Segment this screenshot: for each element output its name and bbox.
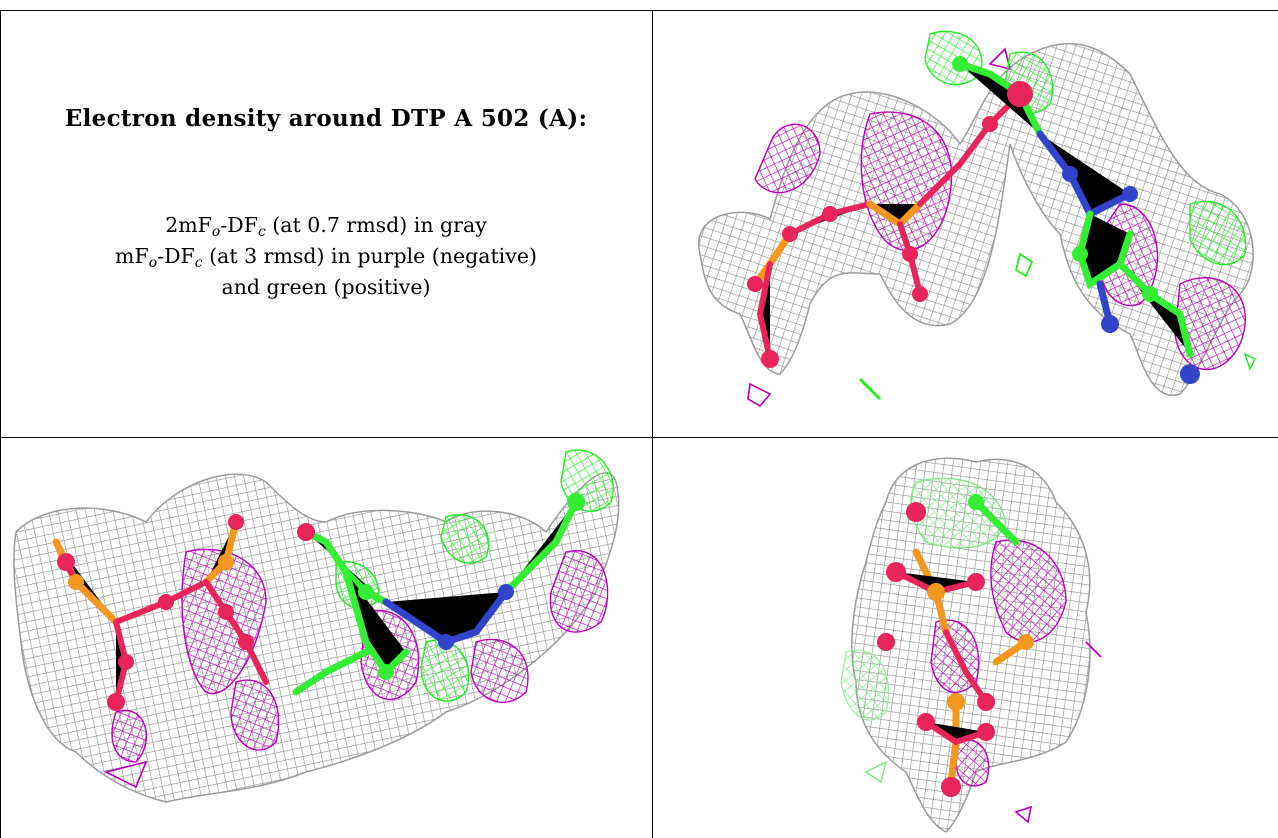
caption-cell: Electron density around DTP A 502 (A): 2… (0, 10, 652, 437)
gray-mesh (699, 44, 1253, 396)
gray-mesh (14, 473, 619, 802)
table-divider-vertical (652, 10, 653, 838)
table-divider-horizontal (0, 437, 1278, 438)
density-view-2 (6, 442, 648, 836)
density-view-3 (656, 442, 1276, 836)
legend-row-continued: and green (positive) (0, 272, 652, 303)
legend-row-2fofc: 2mFo-DFc (at 0.7 rmsd) in gray (0, 210, 652, 241)
density-view-1 (660, 14, 1272, 434)
figure-title: Electron density around DTP A 502 (A): (0, 105, 652, 132)
legend-row-fofc: mFo-DFc (at 3 rmsd) in purple (negative) (0, 241, 652, 272)
map-legend: 2mFo-DFc (at 0.7 rmsd) in gray mFo-DFc (… (0, 210, 652, 303)
